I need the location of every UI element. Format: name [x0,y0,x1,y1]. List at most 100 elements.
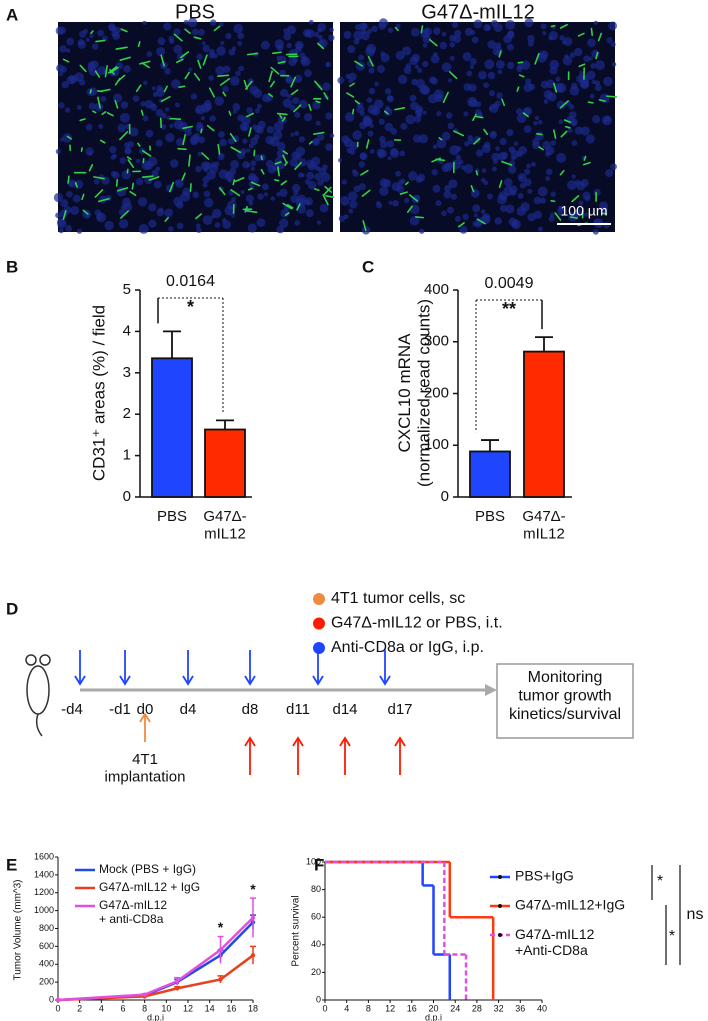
nucleus [436,138,447,149]
y-tick-label: 1400 [34,869,54,879]
significance: * [218,919,224,935]
nucleus [587,38,596,48]
nucleus [295,146,306,157]
nucleus [430,54,440,64]
arrow-head [312,675,324,686]
vessel [408,194,419,202]
nucleus [418,134,428,144]
nucleus [343,30,352,39]
vessel [470,185,475,193]
x-tick-label: G47Δ-mIL12 [522,508,565,542]
nucleus [569,52,576,58]
nucleus [202,44,210,53]
vessel [498,180,503,189]
nucleus [432,144,438,150]
nucleus [70,205,80,215]
x-tick-label: PBS [157,508,187,525]
y-tick-label: 0 [441,488,449,505]
vessel [314,188,320,192]
x-tick-label: 10 [161,1003,171,1013]
nucleus [432,27,441,35]
vessel [287,204,294,209]
nucleus [286,25,296,35]
vessel [97,197,110,203]
nucleus [98,123,104,130]
nucleus [202,182,208,188]
nucleus [511,219,521,230]
nucleus [311,156,321,166]
nucleus [574,47,583,57]
y-axis-label: CXCL10 mRNA(normalized read counts) [395,299,434,487]
nucleus [274,39,285,49]
nucleus [506,128,514,137]
y-tick-label: 1600 [34,851,54,861]
vessel [232,179,236,186]
nucleus [294,111,301,118]
nucleus [298,136,305,143]
nucleus [421,86,431,95]
vessel [553,82,558,93]
vessel [279,114,283,119]
vessel [117,187,129,192]
vessel [597,32,603,42]
nucleus [398,179,404,186]
legend-label: G47Δ-mIL12 + anti-CD8a [99,898,167,926]
y-tick-label: 20 [311,967,321,977]
nucleus [294,131,300,136]
nucleus [444,184,452,192]
vessel [296,203,301,211]
nucleus [592,115,601,124]
panel-label: C [362,257,374,276]
nucleus [549,59,560,70]
vessel [141,150,152,157]
nucleus [537,52,547,63]
x-tick-label: 4 [99,1003,104,1013]
nucleus [549,212,555,218]
nucleus [459,225,468,234]
nucleus [516,150,523,157]
vessel [270,66,280,75]
nucleus [230,160,240,169]
vessel [516,86,520,92]
vessel [475,170,479,176]
vessel [200,128,203,134]
nucleus [590,63,597,69]
nucleus [399,150,406,157]
nucleus [567,127,573,133]
nucleus [308,19,314,25]
vessel [137,142,141,147]
nucleus [192,191,200,199]
nucleus [532,141,540,150]
point [218,947,223,953]
legend-label: G47Δ-mIL12+IgG [515,897,625,913]
nucleus [548,30,559,41]
vessel [202,54,208,66]
vessel [312,131,325,135]
nucleus [173,44,183,54]
nucleus [507,61,515,70]
nucleus [605,98,610,103]
nucleus [473,136,481,143]
vessel [92,110,97,114]
vessel [314,80,323,91]
nucleus [593,188,601,197]
nucleus [104,220,114,231]
nucleus [539,197,546,204]
vessel [472,113,477,122]
nucleus [174,179,181,186]
nucleus [178,121,188,131]
vessel [94,70,101,78]
nucleus [387,27,394,33]
nucleus [200,115,205,121]
nucleus [269,136,280,147]
y-tick-label: 300 [424,333,449,350]
nucleus [578,71,584,76]
nucleus [378,18,388,28]
outcome-box [496,663,634,739]
nucleus [367,104,378,115]
vessel [277,60,286,64]
nucleus [89,33,94,39]
vessel [119,131,129,141]
nucleus [312,138,320,146]
vessel [569,216,579,219]
